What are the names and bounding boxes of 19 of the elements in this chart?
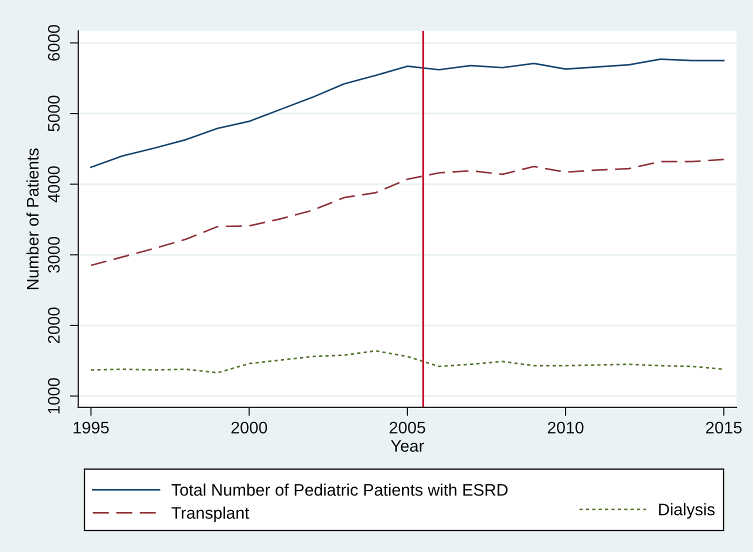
legend-label: Dialysis [659, 503, 715, 519]
line-series [90, 350, 725, 374]
y-tick-label: 2000 [48, 308, 60, 344]
y-axis-title: Number of Patients [26, 148, 39, 290]
legend-label: Total Number of Pediatric Patients with ESRD [172, 484, 508, 496]
y-tick-label: 4000 [48, 166, 60, 202]
x-tick-label: 2005 [390, 422, 426, 434]
x-tick-label: 2000 [231, 422, 268, 434]
y-tick-label: 5000 [48, 96, 60, 132]
line-series [90, 158, 725, 266]
line-series [90, 58, 725, 168]
y-tick-label: 6000 [48, 25, 60, 61]
x-tick-label: 1995 [74, 422, 109, 434]
x-tick-label: 2015 [706, 422, 742, 434]
y-tick-label: 1000 [48, 378, 60, 414]
x-tick-label: 2010 [548, 422, 584, 434]
x-axis-title: Year [390, 440, 424, 452]
y-tick-label: 3000 [48, 236, 60, 273]
legend-label: Transplant [172, 506, 250, 522]
